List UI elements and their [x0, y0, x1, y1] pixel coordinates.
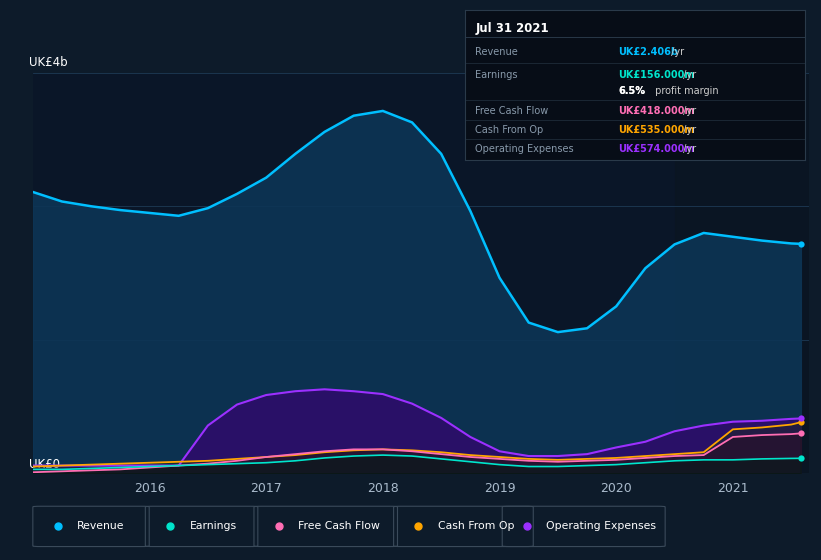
Bar [675, 73, 809, 473]
Text: /yr: /yr [680, 69, 696, 80]
Text: Revenue: Revenue [475, 47, 518, 57]
Text: Earnings: Earnings [190, 521, 236, 531]
Text: UK£418.000m: UK£418.000m [618, 105, 695, 115]
Text: UK£574.000m: UK£574.000m [618, 144, 695, 155]
Text: /yr: /yr [680, 105, 696, 115]
Text: Free Cash Flow: Free Cash Flow [475, 105, 548, 115]
Text: Free Cash Flow: Free Cash Flow [298, 521, 380, 531]
Text: UK£0: UK£0 [29, 458, 60, 471]
Text: Earnings: Earnings [475, 69, 518, 80]
Text: profit margin: profit margin [652, 86, 718, 96]
Text: /yr: /yr [680, 144, 696, 155]
Text: /yr: /yr [668, 47, 685, 57]
Text: Operating Expenses: Operating Expenses [475, 144, 574, 155]
Text: 6.5%: 6.5% [618, 86, 645, 96]
Text: UK£156.000m: UK£156.000m [618, 69, 695, 80]
Text: Operating Expenses: Operating Expenses [547, 521, 657, 531]
Text: 6.5%: 6.5% [618, 86, 645, 96]
Text: Cash From Op: Cash From Op [438, 521, 514, 531]
Text: UK£535.000m: UK£535.000m [618, 125, 695, 135]
Text: Cash From Op: Cash From Op [475, 125, 544, 135]
Text: Jul 31 2021: Jul 31 2021 [475, 22, 548, 35]
Text: Revenue: Revenue [77, 521, 125, 531]
Text: UK£4b: UK£4b [29, 56, 67, 69]
Text: UK£2.406b: UK£2.406b [618, 47, 678, 57]
Text: /yr: /yr [680, 125, 696, 135]
